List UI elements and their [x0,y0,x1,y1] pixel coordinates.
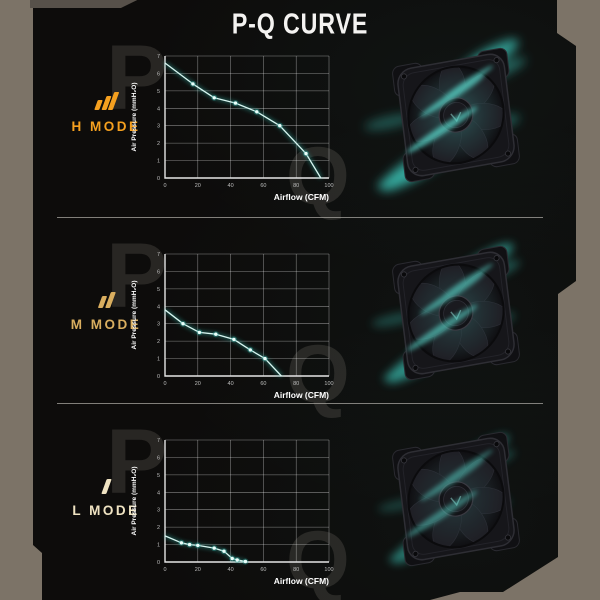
svg-text:20: 20 [195,567,201,573]
svg-text:Air Pressure (mmH₂O): Air Pressure (mmH₂O) [131,467,138,536]
svg-text:5: 5 [157,89,160,95]
speed-bar [104,292,115,308]
svg-text:20: 20 [195,381,201,387]
svg-text:100: 100 [324,567,333,573]
mode-block-h: H MODE [48,90,164,134]
mode-label: M MODE [70,317,142,332]
section-l-mode: P Q L MODE 0 20 40 60 80 100 0 1 2 3 4 5 6 7 Airflow (… [40,404,558,600]
mode-block-l: L MODE [48,474,164,518]
svg-text:80: 80 [293,381,299,387]
svg-text:Air Pressure (mmH₂O): Air Pressure (mmH₂O) [131,83,138,152]
section-divider [57,217,543,218]
svg-text:6: 6 [157,269,160,275]
watermark-letter-q: Q [286,131,350,222]
fan-photo-l-mode [378,431,520,567]
mode-block-m: M MODE [48,288,164,332]
svg-text:6: 6 [157,455,160,461]
svg-text:7: 7 [157,438,160,444]
svg-text:1: 1 [157,543,160,549]
svg-text:Airflow (CFM): Airflow (CFM) [274,192,329,202]
top-left-accent-strip [30,0,137,8]
svg-text:40: 40 [228,381,234,387]
svg-text:40: 40 [228,183,234,189]
svg-text:0: 0 [163,381,166,387]
svg-text:0: 0 [157,374,160,380]
svg-text:60: 60 [260,567,266,573]
svg-text:3: 3 [157,508,160,514]
section-h-mode: P Q H MODE 0 20 40 60 80 100 0 1 2 3 4 5 6 7 Airflow (… [40,20,558,218]
svg-text:100: 100 [324,381,333,387]
svg-text:3: 3 [157,322,160,328]
watermark-letter-q: Q [286,329,350,420]
page-title: P-Q CURVE [231,8,369,40]
svg-text:100: 100 [324,183,333,189]
svg-text:2: 2 [157,339,160,345]
watermark-letter-p: P [106,27,168,129]
pq-chart-l-mode: 0 20 40 60 80 100 0 1 2 3 4 5 6 7 Airflow (CFM) Air Pre… [131,438,334,586]
svg-text:1: 1 [157,357,160,363]
svg-text:5: 5 [157,473,160,479]
svg-text:0: 0 [163,183,166,189]
pq-chart-m-mode: 0 20 40 60 80 100 0 1 2 3 4 5 6 7 Airflow (CFM) Air Pre… [131,252,334,400]
svg-text:Airflow (CFM): Airflow (CFM) [274,390,329,400]
svg-text:4: 4 [157,304,160,310]
watermark-letter-p: P [106,411,168,513]
svg-text:20: 20 [195,183,201,189]
svg-text:7: 7 [157,252,160,258]
svg-text:1: 1 [157,159,160,165]
svg-text:Airflow (CFM): Airflow (CFM) [274,576,329,586]
mode-label: L MODE [72,503,140,518]
pq-chart-h-mode: 0 20 40 60 80 100 0 1 2 3 4 5 6 7 Airflow (CFM) Air Pre… [131,54,334,202]
speed-bar [101,479,111,494]
watermark-letter-p: P [106,225,168,327]
svg-text:0: 0 [157,176,160,182]
svg-text:4: 4 [157,490,160,496]
svg-text:7: 7 [157,54,160,60]
svg-text:40: 40 [228,567,234,573]
section-m-mode: P Q M MODE 0 20 40 60 80 100 0 1 2 3 4 5 6 7 Airflow (… [40,218,558,416]
svg-text:0: 0 [163,567,166,573]
fan-photo-m-mode [371,243,521,384]
svg-text:80: 80 [293,183,299,189]
svg-text:4: 4 [157,106,160,112]
svg-text:0: 0 [157,560,160,566]
watermark-letter-q: Q [286,515,350,600]
svg-text:3: 3 [157,124,160,130]
svg-text:Air Pressure (mmH₂O): Air Pressure (mmH₂O) [131,281,138,350]
speed-bar [107,92,120,110]
fan-photo-h-mode [364,39,526,192]
svg-text:2: 2 [157,141,160,147]
svg-text:6: 6 [157,71,160,77]
svg-text:60: 60 [260,183,266,189]
mode-label: H MODE [71,119,141,134]
svg-text:2: 2 [157,525,160,531]
svg-text:80: 80 [293,567,299,573]
svg-text:60: 60 [260,381,266,387]
section-divider [57,403,543,404]
svg-text:5: 5 [157,287,160,293]
